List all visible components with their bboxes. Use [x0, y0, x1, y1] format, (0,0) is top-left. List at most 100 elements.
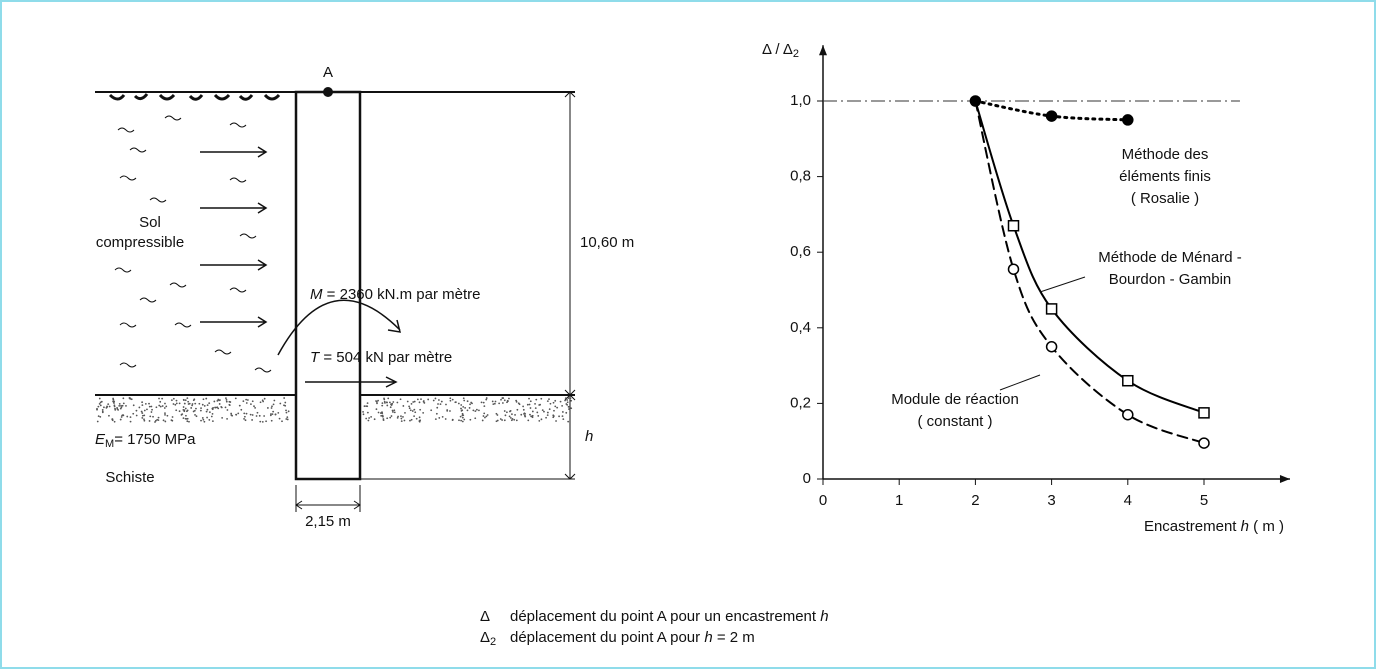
stipple: [400, 415, 402, 418]
stipple: [526, 403, 529, 406]
stipple: [554, 405, 557, 408]
stipple: [449, 399, 452, 402]
stipple: [392, 401, 395, 403]
stipple: [193, 409, 196, 412]
stipple: [505, 411, 508, 414]
stipple: [561, 411, 564, 413]
stipple: [178, 402, 181, 405]
stipple: [251, 400, 254, 403]
stipple: [545, 416, 547, 419]
stipple: [242, 400, 245, 403]
stipple: [389, 416, 392, 419]
stipple: [150, 411, 153, 413]
stipple: [263, 397, 266, 400]
stipple: [373, 418, 376, 421]
stipple: [135, 414, 138, 417]
stipple: [96, 420, 99, 423]
stipple: [259, 401, 262, 404]
stipple: [258, 414, 261, 417]
stipple: [201, 403, 204, 406]
stipple: [118, 404, 121, 407]
stipple: [158, 397, 160, 400]
stipple: [119, 418, 122, 421]
note-text: déplacement du point A pour h = 2 m: [510, 629, 755, 646]
stipple: [439, 403, 442, 406]
stipple: [366, 411, 369, 414]
stipple: [120, 404, 122, 407]
stipple: [184, 417, 187, 420]
stipple: [381, 412, 384, 415]
stipple: [218, 403, 221, 405]
stipple: [206, 404, 209, 406]
stipple: [243, 415, 246, 418]
stipple: [186, 397, 189, 399]
stipple: [561, 415, 564, 418]
var: h: [704, 629, 712, 646]
stipple: [496, 414, 499, 416]
stipple: [377, 399, 379, 402]
stipple: [184, 399, 187, 402]
stipple: [143, 414, 146, 417]
stipple: [434, 397, 437, 400]
stipple: [221, 417, 224, 419]
stipple: [381, 402, 384, 404]
stipple: [171, 416, 174, 418]
marker: [1122, 374, 1134, 387]
stipple: [154, 421, 156, 423]
stipple: [481, 419, 484, 422]
stipple: [475, 408, 478, 411]
stipple: [206, 416, 208, 419]
stipple: [466, 400, 469, 403]
stipple: [445, 403, 447, 406]
curve-annotation: Bourdon - Gambin: [1109, 271, 1232, 288]
marker: [1045, 340, 1058, 353]
stipple: [386, 401, 388, 404]
stipple: [528, 397, 530, 400]
stipple: [474, 410, 477, 413]
stipple: [515, 419, 518, 422]
stipple: [529, 400, 532, 403]
stipple: [409, 409, 412, 412]
stipple: [195, 415, 198, 418]
stipple: [265, 420, 268, 423]
y-axis-arrow: [819, 45, 827, 56]
y-tick-label: 0: [803, 470, 811, 487]
stipple: [568, 408, 571, 411]
point-label: A: [323, 64, 333, 81]
stipple: [570, 407, 573, 410]
stipple: [141, 414, 144, 417]
stipple: [528, 403, 531, 406]
stipple: [230, 414, 233, 416]
marker: [1198, 407, 1210, 419]
stipple: [408, 405, 410, 408]
subscript: 2: [793, 48, 799, 60]
stipple: [389, 406, 392, 409]
stipple: [129, 420, 132, 423]
stipple: [97, 415, 100, 418]
marker: [1045, 303, 1058, 315]
stipple: [400, 417, 403, 420]
stipple: [143, 419, 146, 422]
stipple: [243, 412, 246, 415]
stipple: [570, 399, 573, 402]
y-tick-label: 0,2: [790, 394, 811, 411]
stipple: [420, 398, 422, 401]
stipple: [216, 399, 219, 402]
stipple: [225, 398, 228, 401]
stipple: [379, 412, 382, 414]
stipple: [472, 409, 475, 412]
subscript: M: [105, 438, 114, 450]
stipple: [186, 420, 189, 423]
stipple: [284, 401, 287, 404]
stipple: [463, 399, 466, 402]
text: = 2360 kN.m par mètre: [327, 286, 481, 303]
x-tick-label: 1: [895, 492, 903, 509]
stipple: [541, 409, 544, 412]
stipple: [540, 397, 543, 400]
stipple: [539, 403, 542, 406]
curve-annotation: Méthode de Ménard -: [1098, 249, 1241, 266]
stipple: [191, 404, 194, 407]
stipple: [208, 419, 211, 421]
marker: [1045, 110, 1058, 122]
stipple: [418, 420, 421, 423]
